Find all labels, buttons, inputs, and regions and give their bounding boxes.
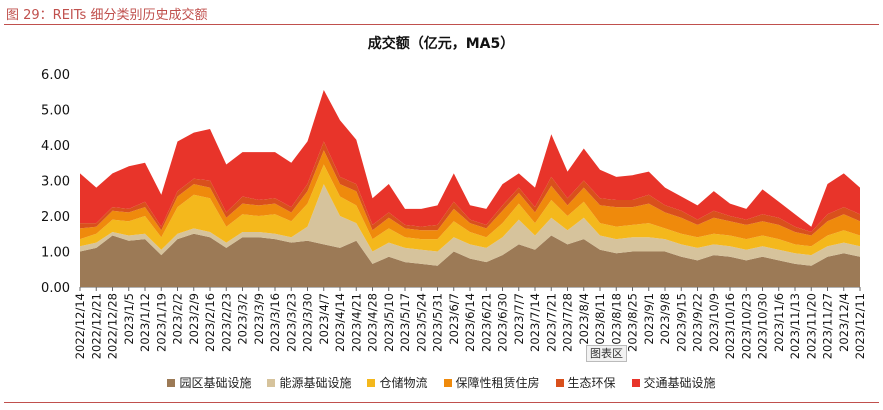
x-tick-label: 2023/6/30 (496, 293, 510, 352)
x-tick-label: 2023/10/30 (756, 293, 770, 359)
x-tick-label: 2023/4/14 (333, 293, 347, 352)
x-tick-label: 2023/2/9 (187, 293, 201, 345)
x-tick-label: 2023/7/28 (561, 293, 575, 352)
x-tick-label: 2023/3/9 (252, 293, 266, 345)
x-tick-label: 2023/9/15 (674, 293, 688, 352)
x-tick-label: 2023/11/20 (804, 293, 818, 359)
x-tick-label: 2023/7/7 (512, 293, 526, 345)
chart-title: 成交额（亿元，MA5） (368, 35, 515, 52)
x-tick-label: 2023/5/10 (382, 293, 396, 352)
y-tick-label: 6.00 (41, 68, 70, 83)
legend-item: 能源基础设施 (267, 374, 351, 391)
legend: 园区基础设施 能源基础设施 仓储物流 保障性租赁住房 生态环保 交通基础设施 (0, 374, 883, 391)
x-tick-label: 2023/2/23 (219, 293, 233, 352)
x-tick-label: 2023/3/2 (236, 293, 250, 345)
x-tick-label: 2023/4/7 (317, 293, 331, 345)
area-series-6 (80, 90, 860, 232)
x-tick-label: 2023/5/31 (431, 293, 445, 352)
area-series-3 (80, 164, 860, 256)
x-tick-label: 2023/3/16 (268, 293, 282, 352)
x-tick-label: 2022/12/14 (73, 293, 87, 359)
area-series-1 (80, 233, 860, 287)
legend-item: 仓储物流 (367, 374, 428, 391)
x-tick-label: 2023/11/27 (821, 293, 835, 359)
legend-swatch (267, 378, 276, 387)
legend-swatch (367, 378, 376, 387)
legend-item: 交通基础设施 (631, 374, 716, 391)
x-tick-label: 2023/2/16 (203, 293, 217, 352)
x-tick-label: 2023/3/23 (284, 293, 298, 352)
x-tick-label: 2022/12/21 (89, 293, 103, 359)
x-tick-label: 2023/2/2 (171, 293, 185, 345)
x-tick-label: 2023/3/30 (301, 293, 315, 352)
legend-swatch (631, 378, 640, 387)
legend-swatch (555, 378, 564, 387)
x-tick-label: 2023/1/12 (138, 293, 152, 352)
x-tick-label: 2023/8/11 (593, 293, 607, 352)
legend-label: 保障性租赁住房 (455, 376, 540, 390)
x-tick-label: 2023/10/23 (739, 293, 753, 359)
area-series-2 (80, 184, 860, 266)
legend-swatch (443, 378, 452, 387)
x-tick-label: 2023/9/1 (642, 293, 656, 345)
x-tick-label: 2023/4/28 (366, 293, 380, 352)
x-tick-label: 2023/9/22 (691, 293, 705, 352)
legend-swatch (167, 378, 176, 387)
y-tick-label: 2.00 (41, 210, 70, 225)
legend-item: 保障性租赁住房 (443, 374, 540, 391)
x-axis: 2022/12/14 2022/12/21 2022/12/28 2023/1/5 20… (73, 287, 867, 359)
y-tick-label: 3.00 (41, 175, 70, 190)
bottom-divider (4, 402, 879, 403)
x-tick-label: 2023/6/14 (463, 293, 477, 352)
x-tick-label: 2023/8/4 (577, 293, 591, 345)
x-tick-label: 2023/1/19 (154, 293, 168, 352)
x-tick-label: 2023/5/17 (398, 293, 412, 352)
x-tick-label: 2023/12/11 (853, 293, 867, 359)
y-tick-label: 0.00 (41, 281, 70, 296)
x-tick-label: 2023/8/18 (609, 293, 623, 352)
plot-area-tag: 图表区 (586, 345, 627, 362)
x-tick-label: 2023/4/21 (349, 293, 363, 352)
x-tick-label: 2022/12/28 (106, 293, 120, 359)
x-tick-label: 2023/5/24 (414, 293, 428, 352)
x-tick-label: 2023/9/8 (658, 293, 672, 345)
legend-label: 园区基础设施 (179, 376, 252, 390)
legend-label: 仓储物流 (379, 376, 428, 390)
x-tick-label: 2023/7/14 (528, 293, 542, 352)
y-tick-label: 5.00 (41, 104, 70, 119)
x-tick-label: 2023/6/21 (479, 293, 493, 352)
top-divider (4, 24, 879, 25)
legend-item: 生态环保 (555, 374, 616, 391)
legend-item: 园区基础设施 (167, 374, 251, 391)
x-tick-label: 2023/1/5 (122, 293, 136, 345)
x-tick-label: 2023/11/6 (772, 293, 786, 352)
x-tick-label: 2023/8/25 (626, 293, 640, 352)
x-tick-label: 2023/12/4 (837, 293, 851, 352)
area-series-5 (80, 141, 860, 236)
stacked-areas (80, 90, 860, 287)
legend-label: 交通基础设施 (643, 376, 716, 390)
x-tick-label: 2023/11/13 (788, 293, 802, 359)
x-tick-label: 2023/10/9 (707, 293, 721, 352)
x-tick-label: 2023/6/7 (447, 293, 461, 345)
legend-label: 生态环保 (567, 376, 616, 390)
legend-label: 能源基础设施 (279, 376, 352, 390)
x-tick-label: 2023/10/16 (723, 293, 737, 359)
y-tick-label: 4.00 (41, 139, 70, 154)
area-series-4 (80, 150, 860, 247)
x-tick-label: 2023/7/21 (544, 293, 558, 352)
figure-caption: 图 29：REITs 细分类别历史成交额 (6, 8, 208, 23)
y-tick-label: 1.00 (41, 246, 70, 261)
